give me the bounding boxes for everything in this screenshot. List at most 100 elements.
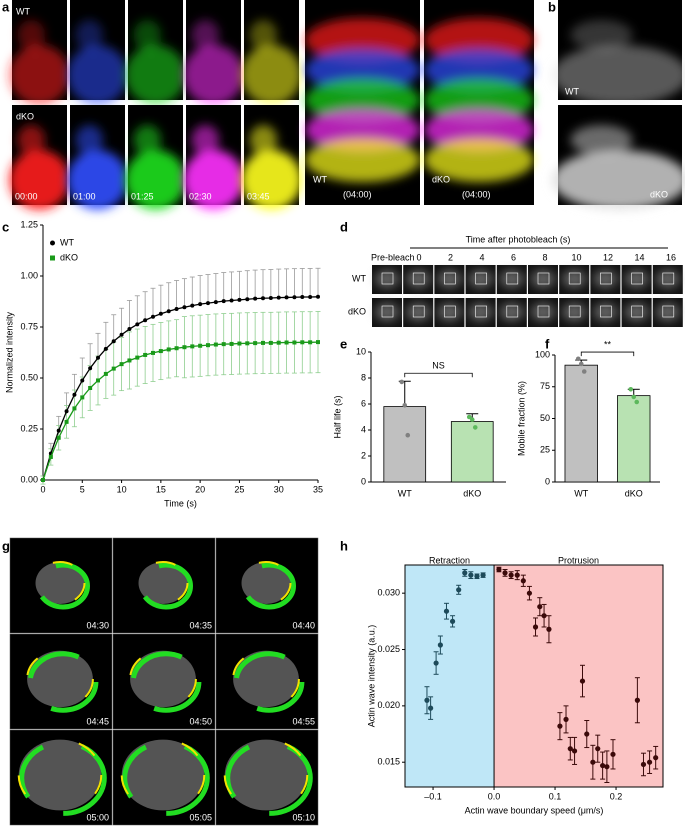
signal-blob — [551, 45, 685, 105]
marker — [135, 322, 140, 327]
micrograph-signal — [125, 20, 186, 105]
panel-label: a — [2, 0, 10, 14]
marker — [284, 295, 289, 300]
protrusion — [130, 651, 202, 713]
time-label: 16 — [666, 252, 676, 262]
data-point — [514, 572, 520, 578]
marker — [182, 305, 187, 310]
data-point — [575, 356, 581, 362]
data-point — [508, 572, 514, 578]
marker — [41, 478, 45, 482]
signal-blob — [75, 125, 103, 155]
signal-blob — [17, 20, 45, 50]
marker — [316, 340, 320, 345]
time-label: 12 — [603, 252, 613, 262]
marker — [96, 355, 100, 360]
marker — [166, 309, 171, 314]
x-tick-label: dKO — [625, 488, 643, 498]
marker — [308, 340, 313, 345]
timestamp: 01:00 — [73, 191, 96, 201]
marker — [174, 307, 179, 312]
data-point — [604, 764, 610, 770]
marker — [237, 297, 242, 302]
marker — [151, 314, 155, 319]
marker — [127, 358, 132, 363]
y-axis-label: Actin wave intensity (a.u.) — [366, 625, 376, 728]
panel-label: c — [2, 219, 9, 234]
y-tick-label: 50 — [540, 413, 550, 423]
x-tick-label: –0.1 — [424, 791, 442, 801]
bleach-roi — [631, 272, 643, 285]
y-tick-label: 8 — [361, 372, 366, 382]
row-label: WT — [352, 273, 366, 283]
x-tick-label: WT — [574, 488, 588, 498]
data-point — [546, 626, 552, 632]
significance-label: ** — [604, 339, 612, 349]
bar — [564, 364, 598, 483]
micrograph-signal — [183, 20, 244, 105]
marker — [103, 346, 108, 351]
x-tick-label: 35 — [313, 484, 323, 494]
data-point — [456, 587, 462, 593]
significance-bracket — [580, 351, 635, 357]
retraction — [34, 561, 86, 605]
marker — [213, 342, 218, 347]
data-point — [526, 590, 533, 596]
signal-blob — [241, 45, 302, 105]
bleach-roi — [475, 305, 487, 318]
data-point — [402, 403, 408, 408]
signal-blob — [191, 125, 219, 155]
y-tick-label: 6 — [361, 398, 366, 408]
data-point — [466, 414, 472, 420]
x-tick-label: 0.2 — [610, 791, 623, 801]
time-label: 10 — [571, 252, 581, 262]
time-label: 4 — [479, 252, 484, 262]
y-tick-label: 0.015 — [377, 757, 400, 767]
timestamp: 04:55 — [292, 716, 315, 726]
signal-blob — [75, 20, 103, 50]
retraction — [223, 738, 309, 812]
x-tick-label: 0.0 — [488, 791, 501, 801]
timestamp: 00:00 — [15, 191, 38, 201]
marker — [88, 385, 93, 390]
bar — [617, 395, 651, 483]
data-point — [581, 369, 587, 374]
retraction — [26, 649, 94, 709]
row-label: dKO — [16, 111, 34, 121]
data-point — [469, 417, 475, 422]
y-tick-label: 0.50 — [20, 372, 38, 382]
y-tick-label: 0.75 — [20, 321, 38, 331]
protrusion — [233, 651, 305, 713]
x-tick-label: dKO — [463, 488, 481, 498]
timestamp: 02:30 — [189, 191, 212, 201]
y-tick-label: 0.025 — [377, 644, 400, 654]
merge-row-label: WT — [313, 174, 327, 184]
micrograph-signal — [241, 125, 302, 210]
marker — [72, 392, 77, 397]
panel-label: f — [545, 336, 550, 351]
marker — [206, 343, 210, 348]
marker — [253, 341, 258, 346]
x-tick-label: 30 — [274, 484, 284, 494]
row-label: dKO — [348, 306, 366, 316]
x-tick-label: 15 — [156, 484, 166, 494]
x-tick-label: 20 — [195, 484, 205, 494]
marker — [111, 366, 116, 371]
x-tick-label: 0 — [40, 484, 45, 494]
region — [494, 565, 663, 787]
data-point — [610, 751, 616, 757]
cell — [138, 562, 188, 604]
data-point — [449, 618, 456, 624]
region-label: Retraction — [429, 555, 470, 565]
protrusion — [242, 562, 296, 610]
micrograph-signal — [9, 20, 70, 105]
marker — [182, 345, 187, 350]
marker — [158, 311, 163, 316]
marker — [229, 298, 234, 303]
signal-blob — [305, 138, 420, 182]
prebleach-label: Pre-bleach — [371, 252, 415, 262]
legend-entry: dKO — [60, 252, 78, 262]
marker — [284, 340, 289, 345]
marker — [72, 406, 77, 411]
signal-blob — [249, 20, 277, 50]
